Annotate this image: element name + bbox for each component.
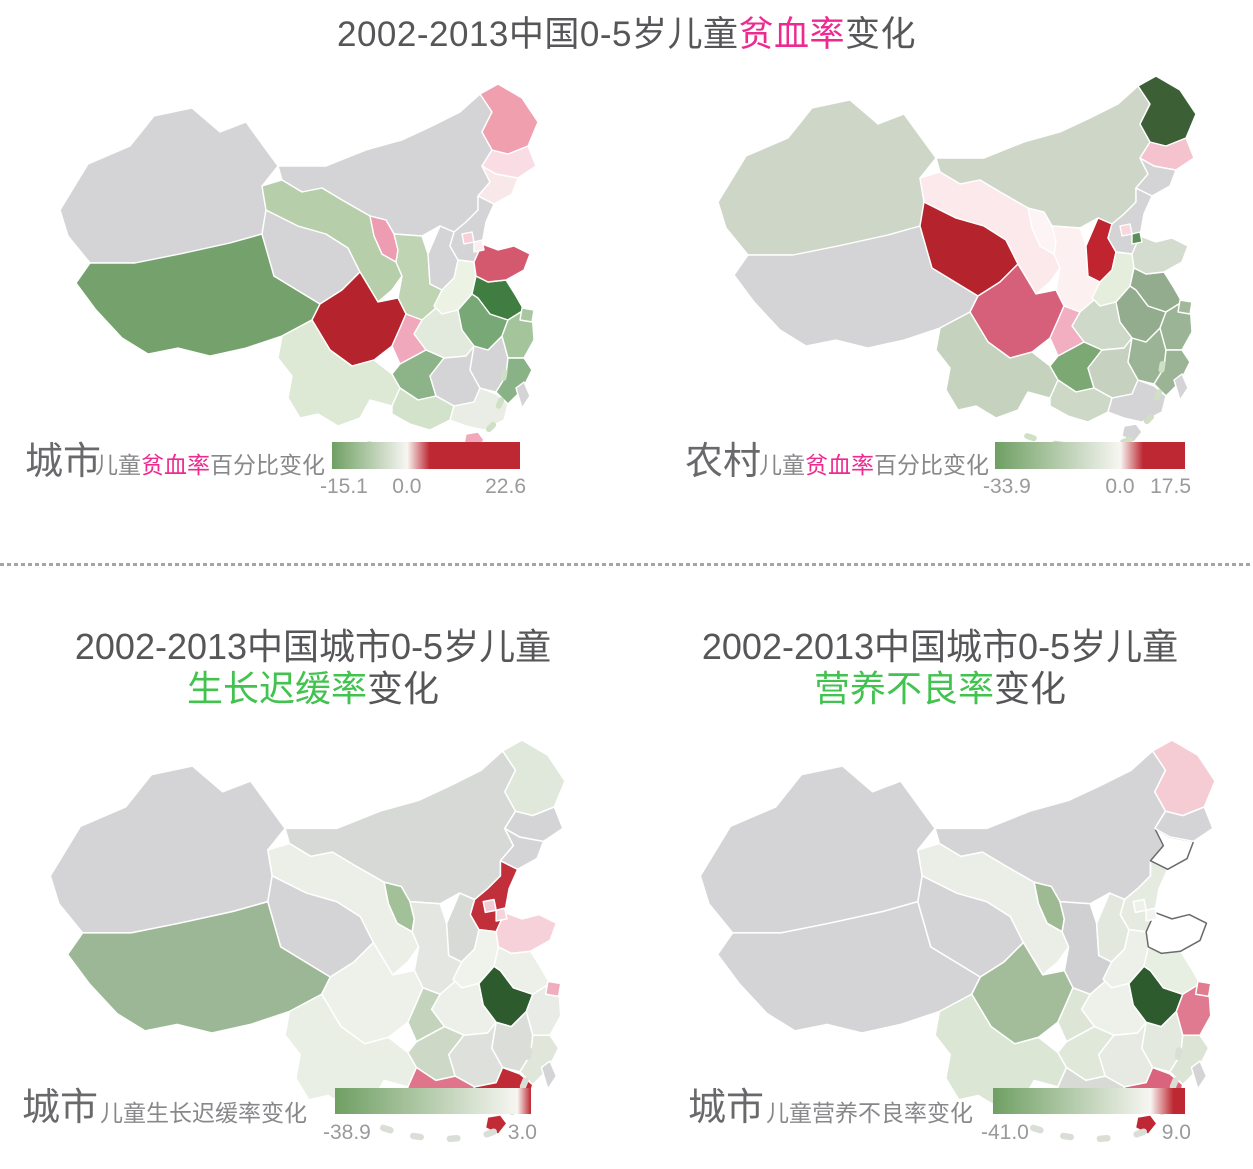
legend-urban-malnutrition-series: 城市 [688,1087,765,1129]
legend-zero-value: 0.0 [392,475,422,498]
legend-max-value: 3.0 [507,1121,537,1144]
province-taiwan [540,1060,558,1090]
china-choropleth-svg [717,75,1197,450]
gradient-bar [995,442,1185,469]
map-urban-malnutrition [668,712,1228,1143]
province-chongqing [1057,987,1096,1043]
malnutrition-title-highlight: 营养不良率 [813,667,994,709]
legend-min-value: -38.9 [323,1121,371,1144]
province-shanghai [519,307,535,323]
legend-urban-stunting: 城市 儿童生长迟缓率变化 -38.9 3.0 [22,1078,542,1164]
province-yunnan [284,993,418,1110]
province-hebei [1107,187,1153,255]
province-hebei [469,859,519,933]
province-chongqing [1049,305,1085,357]
province-yunnan [935,311,1059,419]
stunting-title: 2002-2013中国城市0-5岁儿童 生长迟缓率变化 [0,626,626,710]
legend-label-pre: 儿童 [759,452,805,478]
province-yunnan [934,993,1068,1110]
legend-label-post: 百分比变化 [210,452,325,478]
section-divider [0,563,1253,566]
legend-max-value: 9.0 [1161,1121,1191,1144]
legend-label-pre: 儿童营养不良率变化 [766,1100,973,1126]
province-chongqing [407,987,446,1043]
province-guangdong [449,387,509,431]
malnutrition-title-post: 变化 [994,667,1067,709]
province-beijing [482,898,497,914]
gradient-bar [332,442,520,469]
legend-rural-anemia-series: 农村 [685,441,762,483]
province-tianjin [495,907,508,922]
map-rural-anemia [688,50,1208,450]
main-title-highlight: 贫血率 [738,15,845,54]
province-beijing [461,231,475,245]
province-beijing [1132,898,1147,914]
province-heilongjiang [1151,739,1216,817]
legend-urban-anemia: 城市 儿童贫血率百分比变化 -15.1 0.0 22.6 [25,432,530,518]
legend-label-post: 百分比变化 [874,452,989,478]
province-tianjin [473,239,485,253]
legend-label-pre: 儿童 [95,452,141,478]
main-title-post: 变化 [844,15,916,54]
legend-urban-anemia-bar-wrap: -15.1 0.0 22.6 [320,442,526,498]
legend-min-value: -41.0 [981,1121,1029,1144]
stunting-title-line1: 2002-2013中国城市0-5岁儿童 [74,626,552,667]
legend-urban-stunting-label: 儿童生长迟缓率变化 [100,1094,307,1128]
province-chongqing [391,313,427,365]
legend-min-value: -33.9 [983,475,1031,498]
stunting-title-post: 变化 [367,667,440,709]
gradient-bar [993,1088,1185,1114]
legend-urban-stunting-series: 城市 [22,1087,99,1129]
stunting-title-highlight: 生长迟缓率 [186,667,367,709]
main-title: 2002-2013中国0-5岁儿童贫血率变化 [0,6,1253,57]
legend-urban-stunting-bar-wrap: -38.9 3.0 [323,1088,537,1144]
legend-rural-anemia: 农村 儿童贫血率百分比变化 -33.9 0.0 17.5 [685,432,1191,518]
province-shandong [473,243,531,283]
province-shandong [1145,911,1208,955]
province-yunnan [277,319,401,427]
legend-urban-anemia-label: 儿童贫血率百分比变化 [95,446,325,480]
province-tianjin [1131,231,1143,245]
legend-urban-malnutrition: 城市 儿童营养不良率变化 -41.0 9.0 [688,1078,1193,1164]
province-heilongjiang [479,83,539,155]
gradient-bar [335,1088,531,1114]
legend-max-value: 17.5 [1150,475,1191,498]
province-hebei [1119,859,1169,933]
main-title-pre: 2002-2013中国0-5岁儿童 [337,15,739,54]
province-beijing [1119,223,1133,237]
province-tianjin [1145,907,1158,922]
legend-rural-anemia-bar-wrap: -33.9 0.0 17.5 [983,442,1191,498]
province-taiwan [515,381,531,409]
legend-urban-malnutrition-label: 儿童营养不良率变化 [766,1094,973,1128]
province-guangdong [1107,379,1167,423]
province-heilongjiang [1137,75,1197,147]
province-shanghai [544,980,562,998]
legend-urban-malnutrition-bar-wrap: -41.0 9.0 [981,1088,1191,1144]
china-choropleth-svg [59,83,539,458]
legend-urban-anemia-series: 城市 [25,441,102,483]
province-heilongjiang [501,739,566,817]
province-taiwan [1173,373,1189,401]
china-choropleth-svg [699,739,1216,1143]
legend-zero-value: 0.0 [1105,475,1135,498]
legend-label-highlight: 贫血率 [141,452,210,478]
legend-min-value: -15.1 [320,475,368,498]
legend-label-pre: 儿童生长迟缓率变化 [100,1100,307,1126]
legend-max-value: 22.6 [485,475,526,498]
province-shandong [1131,235,1189,275]
province-shanghai [1194,980,1212,998]
province-shanghai [1177,299,1193,315]
province-hebei [449,195,495,263]
province-taiwan [1190,1060,1208,1090]
malnutrition-title-line1: 2002-2013中国城市0-5岁儿童 [701,626,1179,667]
map-urban-anemia [30,58,550,458]
legend-rural-anemia-label: 儿童贫血率百分比变化 [759,446,989,480]
legend-label-highlight: 贫血率 [805,452,874,478]
province-shandong [495,911,558,955]
malnutrition-title: 2002-2013中国城市0-5岁儿童 营养不良率变化 [627,626,1253,710]
